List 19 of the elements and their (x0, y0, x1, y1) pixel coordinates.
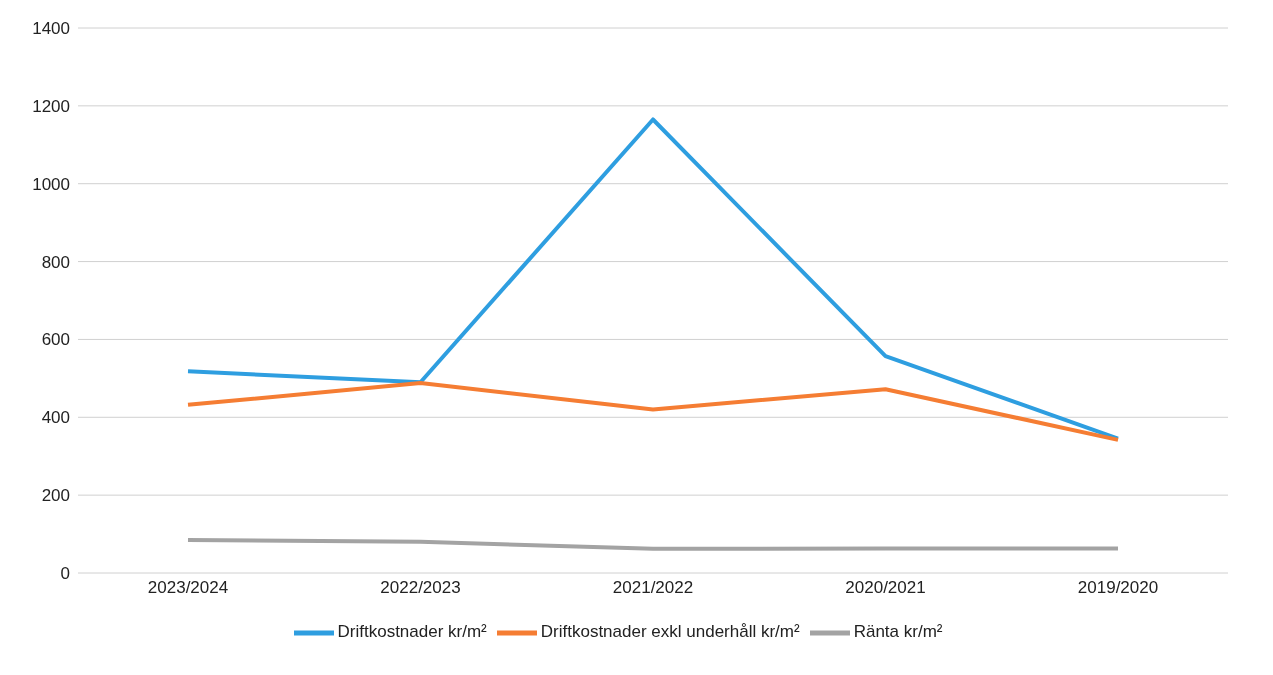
legend-label: Ränta kr/m² (853, 622, 943, 642)
line-series (186, 381, 1120, 442)
x-tick-label: 2021/2022 (612, 578, 694, 598)
x-tick-label: 2023/2024 (147, 578, 229, 598)
y-tick-label: 1000 (32, 174, 70, 194)
line-series (186, 117, 1120, 441)
y-tick-label: 200 (41, 486, 70, 506)
y-tick-label: 800 (41, 252, 70, 272)
y-tick-label: 600 (41, 330, 70, 350)
y-tick-label: 1200 (32, 96, 70, 116)
y-tick-label: 0 (60, 564, 70, 584)
legend-label: Driftkostnader exkl underhåll kr/m² (540, 622, 800, 642)
line-series (186, 537, 1120, 551)
y-tick-label: 1400 (32, 19, 70, 39)
x-tick-label: 2022/2023 (380, 578, 461, 598)
y-tick-label: 400 (41, 408, 70, 428)
x-tick-label: 2020/2021 (845, 578, 926, 598)
x-tick-label: 2019/2020 (1077, 578, 1159, 598)
legend-label: Driftkostnader kr/m² (337, 622, 487, 642)
